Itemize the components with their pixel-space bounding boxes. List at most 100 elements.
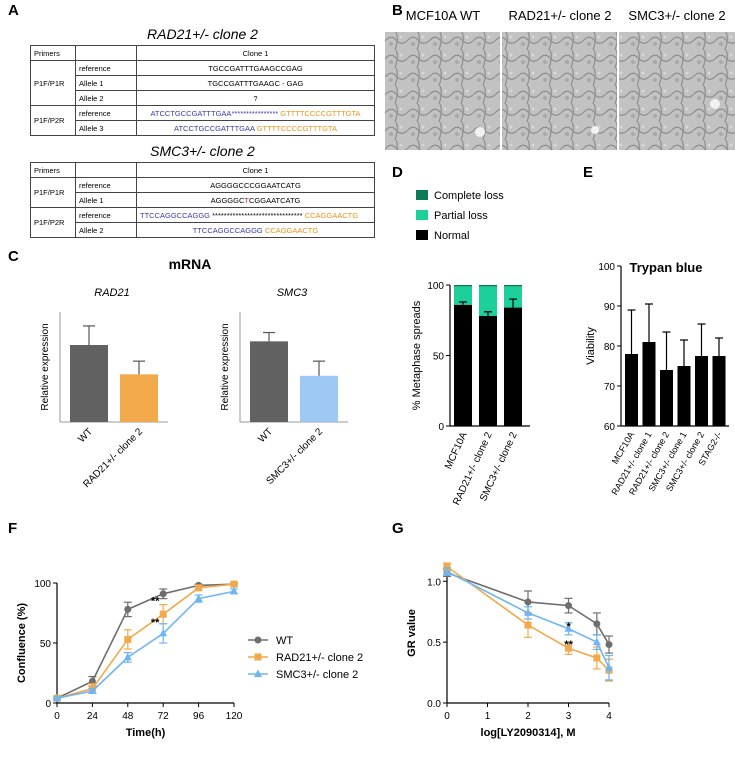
sequence: ATCCTGCCGATTTGAA**************** GTTTTCC…: [136, 105, 375, 121]
bar-segment: [479, 316, 497, 426]
y-tick-label: 100: [34, 579, 51, 590]
series-line: [56, 583, 235, 699]
table2-title: SMC3+/- clone 2: [150, 143, 255, 159]
data-point: [124, 635, 132, 643]
data-point: [53, 693, 61, 702]
gene-label: RAD21: [94, 287, 129, 299]
smc3-sequence-table: Primers Clone 1 P1F/P1R reference AGGGGC…: [30, 162, 375, 238]
bar-segment: [479, 285, 497, 287]
series-line: [56, 583, 235, 699]
gr-chart: 0 1 2 3 4 0.0 0.5 1.0 log[LY2090314], M GR value *…: [406, 562, 613, 739]
row-label: reference: [75, 60, 137, 76]
legend-label: SMC3+/- clone 2: [276, 669, 358, 681]
data-point: [230, 586, 238, 595]
bar: [250, 341, 288, 422]
data-point: [564, 624, 573, 632]
panel-letter-d: D: [392, 164, 403, 181]
significance-marker: **: [564, 639, 573, 651]
micrograph-smc3: [619, 32, 735, 150]
bar-segment: [504, 285, 522, 287]
y-tick-label: 90: [604, 302, 616, 313]
bar-segment: [479, 286, 497, 317]
y-tick-label: 80: [604, 342, 616, 353]
y-tick-label: 70: [604, 382, 616, 393]
panel-letter-a: A: [8, 2, 19, 19]
confluence-chart: 0 24 48 72 96 120 0 50 100 Time(h) Confluence (%) *…: [16, 579, 363, 739]
x-tick-label: 120: [226, 711, 243, 722]
sequence: ATCCTGCCGATTTGAA GTTTTCCCCGTTTGTA: [136, 120, 375, 136]
bar: [70, 345, 108, 422]
y-tick-label: 100: [598, 262, 615, 273]
row-label: reference: [75, 105, 137, 121]
rad21-sequence-table: Primers Clone 1 P1F/P1R reference TGCCGA…: [30, 45, 375, 136]
data-point: [593, 620, 601, 628]
panel-letter-c: C: [8, 248, 19, 265]
y-tick-label: 1.0: [427, 577, 441, 588]
data-point: [254, 636, 262, 644]
bar: [642, 342, 656, 426]
data-point: [88, 686, 97, 694]
data-point: [524, 621, 532, 629]
legend-label: Partial loss: [434, 210, 488, 222]
photo-label-rad21: RAD21+/- clone 2: [508, 8, 612, 23]
seq-blue: ATCCTGCCGATTTGAA: [174, 123, 255, 133]
data-point: [159, 610, 167, 618]
data-point: [254, 669, 262, 677]
x-tick-label: 1: [485, 711, 491, 722]
data-point: [565, 644, 572, 652]
sequence: TGCCGATTTGAAGC - GAG: [136, 75, 375, 91]
data-point: [443, 563, 451, 571]
significance-marker: **: [151, 596, 160, 608]
x-tick-label: 4: [606, 711, 612, 722]
sequence: AGGGGCCCGGAATCATG: [136, 177, 375, 193]
legend-swatch: [416, 190, 428, 200]
photo-label-smc3: SMC3+/- clone 2: [628, 8, 726, 23]
primers-header: Primers: [30, 162, 76, 178]
significance-marker: **: [151, 617, 160, 629]
legend-label: Complete loss: [434, 190, 504, 202]
gene-label: SMC3: [277, 287, 308, 299]
sequence: ?: [136, 90, 375, 106]
data-point: [254, 653, 262, 661]
data-point: [123, 652, 132, 661]
micrograph-strip: [385, 32, 735, 150]
seq-blue: TTCCAGGCCAGGG: [140, 210, 211, 220]
data-point: [524, 608, 532, 616]
data-point: [159, 590, 167, 598]
seq-blue: ATCCTGCCGATTTGAA: [150, 108, 232, 118]
seq-part: CGGAATCATG: [248, 195, 301, 205]
chart-title: Trypan blue: [630, 260, 703, 275]
sequence: AGGGGCTCGGAATCATG: [136, 192, 375, 208]
row-label: Allele 3: [75, 120, 137, 136]
seq-deletion: *******************************: [212, 210, 303, 220]
primers-header: Primers: [30, 45, 76, 61]
bar-segment: [454, 286, 472, 305]
category-label: MCF10A: [443, 430, 470, 471]
data-point: [195, 584, 203, 592]
primer-group: P1F/P1R: [30, 60, 76, 106]
y-axis-label: Viability: [585, 327, 597, 365]
data-point: [159, 628, 168, 637]
row-label: Allele 2: [75, 222, 137, 238]
x-tick-label: 2: [525, 711, 531, 722]
bar-segment: [504, 307, 522, 426]
bar: [120, 374, 158, 422]
row-label: reference: [75, 207, 137, 223]
data-point: [592, 637, 601, 646]
data-point: [565, 602, 572, 610]
y-tick-label: 0: [438, 422, 444, 433]
seq-orange: CCAGGAACTG: [264, 225, 319, 235]
micrograph-rad21: [502, 32, 617, 150]
seq-orange: CCAGGAACTG: [304, 210, 359, 220]
y-tick-label: 0: [45, 699, 51, 710]
x-axis-label: log[LY2090314], M: [481, 727, 576, 739]
x-tick-label: 72: [158, 711, 170, 722]
primer-group: P1F/P2R: [30, 207, 76, 238]
bar-segment: [454, 285, 472, 287]
x-tick-label: 48: [122, 711, 134, 722]
row-label: reference: [75, 177, 137, 193]
data-point: [524, 598, 532, 606]
bar-segment: [454, 304, 472, 426]
clone-header: Clone 1: [136, 45, 375, 61]
